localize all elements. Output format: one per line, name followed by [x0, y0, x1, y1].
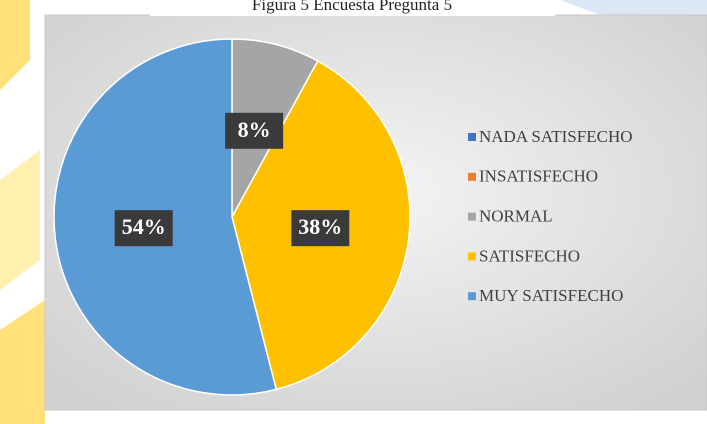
- data-label-text: 8%: [238, 117, 271, 142]
- legend-swatch: [468, 212, 476, 221]
- decoration: [0, 300, 45, 424]
- legend-label: MUY SATISFECHO: [479, 286, 623, 305]
- legend-swatch: [468, 292, 476, 301]
- data-label-box: [225, 112, 284, 149]
- decoration: [0, 0, 30, 90]
- data-label: 38%: [291, 210, 350, 247]
- data-label: 8%: [225, 112, 284, 149]
- data-label-text: 54%: [122, 214, 166, 239]
- decoration: [560, 0, 707, 15]
- data-label-text: 38%: [298, 214, 342, 239]
- legend-label: NADA SATISFECHO: [479, 127, 633, 146]
- data-label-box: [114, 210, 173, 247]
- title-box: [150, 0, 555, 16]
- data-labels: 8% 38% 54%: [114, 112, 350, 247]
- data-label: 54%: [114, 210, 173, 247]
- legend-label: NORMAL: [479, 207, 553, 226]
- legend-swatch: [468, 172, 476, 181]
- legend-swatch: [468, 252, 476, 261]
- pie: [53, 38, 411, 396]
- legend-swatch: [468, 133, 476, 141]
- legend-label: SATISFECHO: [479, 246, 580, 265]
- decoration: [0, 150, 40, 290]
- data-label-box: [291, 210, 350, 247]
- legend-label: INSATISFECHO: [479, 167, 598, 186]
- legend: NADA SATISFECHO INSATISFECHO NORMAL SATISFE…: [468, 127, 633, 305]
- chart-title: Figura 5 Encuesta Pregunta 5: [252, 0, 452, 14]
